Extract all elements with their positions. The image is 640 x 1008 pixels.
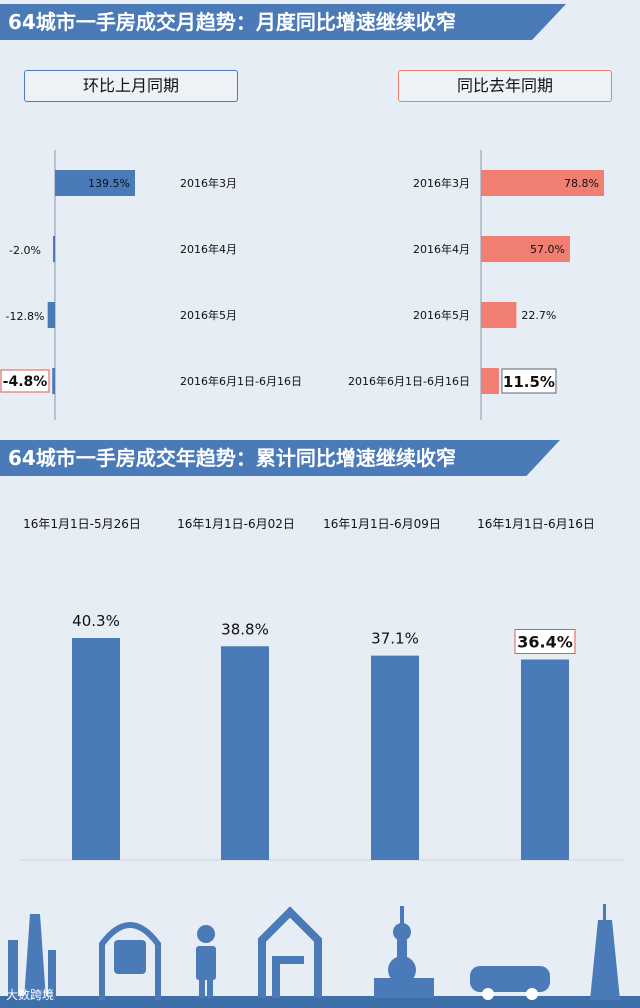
mom-highlight-box	[0, 369, 50, 393]
mom-category-label: 2016年4月	[180, 242, 237, 256]
train-icon	[99, 922, 161, 1000]
mom-value-label: -2.0%	[9, 244, 41, 257]
yoy-bar	[481, 170, 604, 196]
cumulative-highlight-box	[514, 628, 576, 654]
city-skyline-illustration	[0, 904, 640, 1008]
cumulative-bar	[371, 655, 419, 860]
yoy-value-label: 57.0%	[530, 243, 565, 256]
cumulative-bar-chart: 40.3% 16年1月1日-5月26日 38.8% 16年1月1日-6月02日 37.1…	[20, 517, 625, 861]
mom-value-label: -4.8%	[3, 374, 48, 390]
cumulative-bar	[72, 638, 120, 860]
tower-icon	[8, 914, 56, 1000]
yoy-category-label: 2016年3月	[413, 176, 470, 190]
legend-yoy: 同比去年同期	[398, 70, 612, 102]
cumulative-value-label: 37.1%	[371, 630, 419, 648]
person-icon	[196, 925, 216, 998]
yoy-bar	[481, 236, 570, 262]
monthly-trend-banner: 64城市一手房成交月趋势：月度同比增速继续收窄	[0, 4, 566, 40]
cumulative-category-label: 16年1月1日-5月26日	[23, 517, 141, 531]
mom-bar	[55, 170, 135, 196]
mom-bar	[47, 302, 55, 328]
cumulative-trend-banner: 64城市一手房成交年趋势：累计同比增速继续收窄	[0, 440, 560, 476]
cumulative-bar	[221, 646, 269, 860]
yoy-bar	[481, 368, 499, 394]
monthly-trend-title: 64城市一手房成交月趋势：月度同比增速继续收窄	[8, 10, 456, 34]
cumulative-trend-title: 64城市一手房成交年趋势：累计同比增速继续收窄	[8, 446, 456, 470]
yoy-category-label: 2016年4月	[413, 242, 470, 256]
pearl-tower-icon	[374, 906, 434, 998]
mom-value-label: 139.5%	[88, 177, 130, 190]
yoy-category-label: 2016年6月1日-6月16日	[348, 374, 470, 388]
cumulative-value-label: 36.4%	[517, 632, 573, 651]
mom-bar	[52, 368, 55, 394]
yoy-bar	[481, 302, 517, 328]
yoy-value-label: 11.5%	[503, 373, 555, 391]
yoy-highlight-box	[501, 368, 557, 394]
cumulative-category-label: 16年1月1日-6月02日	[177, 517, 295, 531]
bus-icon	[470, 966, 550, 1000]
watermark: 大数跨境	[6, 988, 55, 1002]
legend-mom: 环比上月同期	[24, 70, 238, 102]
mom-category-label: 2016年6月1日-6月16日	[180, 374, 302, 388]
cumulative-category-label: 16年1月1日-6月16日	[477, 517, 595, 531]
mom-bar	[53, 236, 55, 262]
skyscraper-icon	[590, 904, 620, 1000]
yoy-category-label: 2016年5月	[413, 308, 470, 322]
cctv-building-icon	[258, 906, 322, 998]
mom-category-label: 2016年3月	[180, 176, 237, 190]
yoy-value-label: 22.7%	[521, 309, 556, 322]
mom-category-label: 2016年5月	[180, 308, 237, 322]
yoy-value-label: 78.8%	[564, 177, 599, 190]
cumulative-bar	[521, 659, 569, 860]
monthly-bar-charts: 139.5% 2016年3月 -2.0% 2016年4月 -12.8% 2016年5月 -4…	[0, 150, 604, 420]
cumulative-value-label: 40.3%	[72, 612, 120, 630]
cumulative-category-label: 16年1月1日-6月09日	[323, 517, 441, 531]
cumulative-value-label: 38.8%	[221, 620, 269, 638]
mom-value-label: -12.8%	[6, 310, 45, 323]
